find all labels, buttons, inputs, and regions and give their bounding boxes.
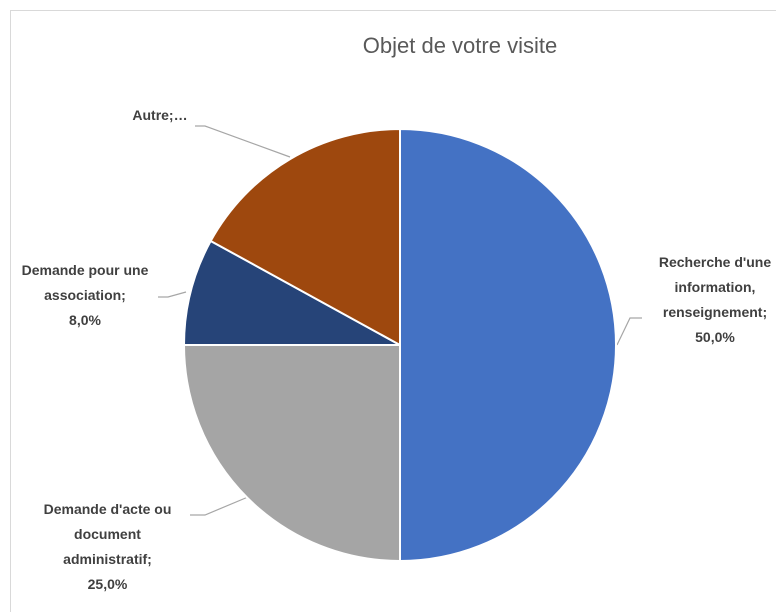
data-label: Demande pour une association; 8,0% <box>15 258 155 333</box>
pie-slice <box>182 344 401 563</box>
value-label: 25,0% <box>87 576 128 592</box>
leader-line <box>190 496 249 516</box>
value-label: 50,0% <box>695 329 735 345</box>
pie-slice <box>209 127 401 347</box>
category-label: Demande pour une association; <box>21 262 149 303</box>
category-label: Autre;… <box>132 107 188 123</box>
pie-slice <box>182 239 401 346</box>
pie-slice <box>399 127 617 563</box>
data-label: Recherche d'une information, renseigneme… <box>640 250 776 350</box>
data-label: Demande d'acte ou document administratif… <box>40 497 175 597</box>
category-label: Demande d'acte ou document administratif… <box>43 501 172 567</box>
data-label: Autre;… <box>110 103 210 128</box>
chart-title: Objet de votre visite <box>363 33 557 58</box>
leader-line <box>616 317 642 346</box>
value-label: 8,0% <box>69 312 101 328</box>
leader-line <box>195 125 291 158</box>
leader-line <box>158 291 187 298</box>
category-label: Recherche d'une information, renseigneme… <box>658 254 772 320</box>
